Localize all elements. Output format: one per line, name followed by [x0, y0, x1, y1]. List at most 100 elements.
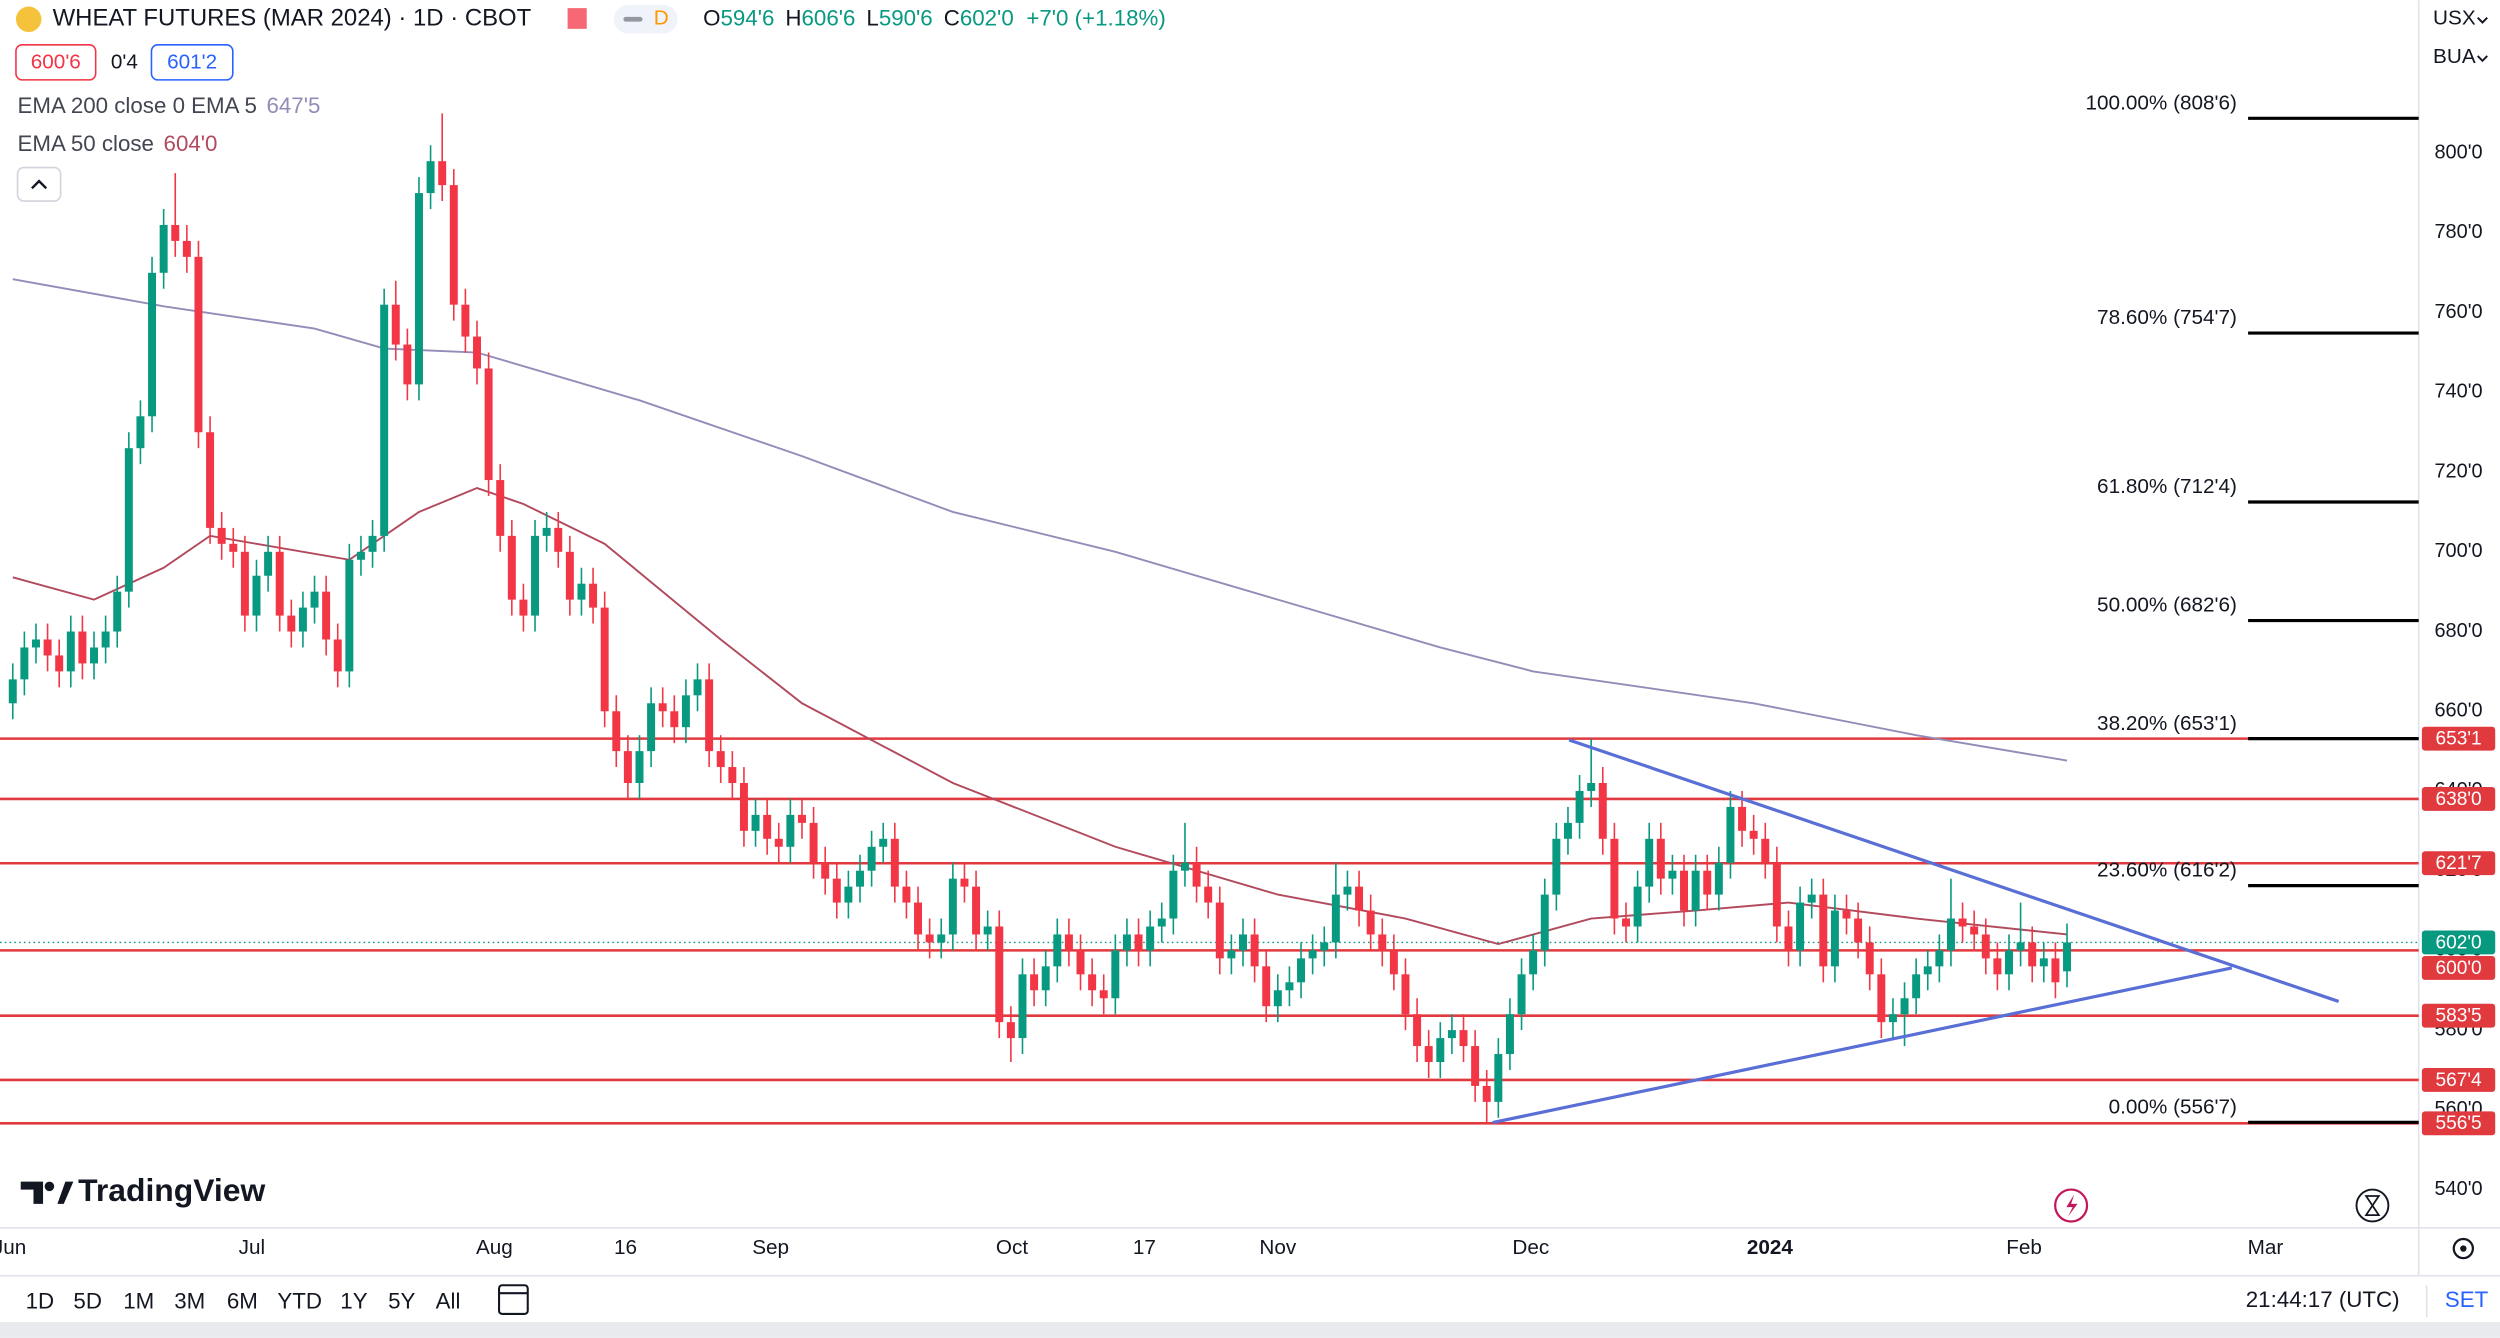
- settings-gear[interactable]: [2452, 1237, 2475, 1260]
- candle-body: [1703, 870, 1712, 895]
- candle-body: [403, 344, 412, 385]
- price-tag-label: 638'0: [2435, 789, 2481, 810]
- candle-body: [298, 607, 307, 632]
- indicator-legend: EMA 200 close 0 EMA 5 647'5 EMA 50 close 60…: [18, 93, 321, 156]
- candle-body: [31, 639, 40, 648]
- candle-body: [995, 926, 1004, 1023]
- logo-slash: [57, 1181, 74, 1204]
- collapse-button[interactable]: [16, 166, 62, 202]
- candle-body: [1598, 782, 1607, 839]
- flag-icon[interactable]: [567, 8, 587, 29]
- candle-body: [1064, 934, 1073, 951]
- range-button[interactable]: All: [436, 1289, 461, 1314]
- candle-body: [2016, 942, 2025, 951]
- candle-body: [1273, 990, 1282, 1007]
- candle-body: [1366, 910, 1375, 935]
- candle-body: [182, 240, 191, 257]
- candle-body: [1099, 990, 1108, 999]
- candle-body: [264, 551, 273, 576]
- unit-chevron: [2477, 55, 2488, 63]
- candle-body: [322, 591, 331, 640]
- candle-body: [600, 607, 609, 712]
- candle-body: [1308, 950, 1317, 959]
- price-tag-label: 556'5: [2435, 1113, 2481, 1134]
- ohlc-value: 590'6: [879, 5, 933, 30]
- branding: TradingView: [78, 1172, 265, 1208]
- candle-body: [1761, 838, 1770, 863]
- candle-body: [1575, 790, 1584, 823]
- candle-body: [1738, 806, 1747, 831]
- candle-body: [1111, 950, 1120, 999]
- range-button[interactable]: YTD: [277, 1289, 322, 1314]
- candle-body: [473, 336, 481, 369]
- ohlc-key: O: [703, 5, 720, 30]
- candle-body: [1239, 934, 1247, 951]
- candle-body: [983, 926, 992, 935]
- candle-body: [1169, 870, 1178, 919]
- candle-body: [1459, 1030, 1468, 1047]
- ohlc-key: L: [866, 5, 878, 30]
- x-tick-label: Oct: [996, 1236, 1028, 1259]
- candle-body: [635, 751, 644, 783]
- candle-body: [925, 934, 934, 943]
- unit[interactable]: BUA: [2433, 45, 2476, 68]
- candle-body: [1030, 974, 1039, 991]
- price-tag-label: 621'7: [2435, 853, 2481, 874]
- candle-body: [124, 448, 133, 592]
- alert-icon[interactable]: [2054, 1188, 2089, 1223]
- candle-body: [1633, 886, 1642, 927]
- plot-area: 100.00% (808'6) 78.60% (754'7) 61.80% (712…: [0, 91, 2419, 1125]
- candle-body: [589, 583, 598, 608]
- candle-body: [1320, 942, 1329, 951]
- candle-body: [20, 647, 29, 680]
- range-button[interactable]: 1D: [26, 1289, 55, 1314]
- range-button[interactable]: 6M: [227, 1289, 258, 1314]
- bid-box[interactable]: [15, 43, 97, 81]
- ask-box[interactable]: [150, 43, 234, 81]
- candle-body: [1622, 918, 1630, 927]
- range-button[interactable]: 5Y: [388, 1289, 415, 1314]
- candle-body: [914, 902, 923, 935]
- candle-body: [1471, 1046, 1480, 1086]
- candle-body: [1297, 958, 1306, 983]
- price-tag-label: 653'1: [2435, 728, 2481, 749]
- gear-center: [2460, 1245, 2467, 1252]
- candle-body: [1877, 974, 1886, 1023]
- x-tick-label: Aug: [476, 1236, 513, 1259]
- price-tag: [2421, 1111, 2496, 1136]
- candle-body: [1192, 862, 1201, 887]
- trendline: [1492, 966, 2233, 1125]
- candle-body: [960, 878, 969, 887]
- fib-label: 78.60% (754'7): [2097, 306, 2237, 329]
- price-tag: [2421, 1003, 2496, 1028]
- candle-body: [693, 679, 702, 696]
- candle-body: [1958, 918, 1967, 927]
- x-tick-label: 17: [1133, 1236, 1156, 1259]
- candle-body: [1041, 966, 1050, 991]
- candle-body: [1494, 1054, 1503, 1102]
- range-button[interactable]: 1M: [123, 1289, 154, 1314]
- replay-icon[interactable]: [2355, 1188, 2390, 1223]
- range-button[interactable]: 3M: [174, 1289, 205, 1314]
- range-button[interactable]: 1Y: [340, 1289, 367, 1314]
- price-tag: [2421, 1067, 2496, 1092]
- candle-body: [1680, 870, 1689, 911]
- candle-body: [1981, 934, 1990, 959]
- range-button[interactable]: 5D: [73, 1289, 102, 1314]
- candle-body: [1923, 966, 1932, 975]
- x-tick-label: 16: [614, 1236, 637, 1259]
- candle-body: [1378, 934, 1387, 951]
- candle-body: [275, 551, 284, 616]
- candle-body: [287, 615, 296, 632]
- settings-button[interactable]: SET: [2445, 1287, 2489, 1312]
- currency[interactable]: USX: [2433, 7, 2476, 30]
- y-tick-label: 760'0: [2434, 301, 2482, 323]
- candle-body: [2039, 958, 2048, 967]
- candle-body: [345, 559, 354, 672]
- candle-body: [1993, 958, 2002, 975]
- candle-body: [2028, 942, 2037, 967]
- calendar-icon[interactable]: [498, 1284, 529, 1315]
- candle-body: [1540, 894, 1549, 951]
- candle-body: [658, 703, 667, 712]
